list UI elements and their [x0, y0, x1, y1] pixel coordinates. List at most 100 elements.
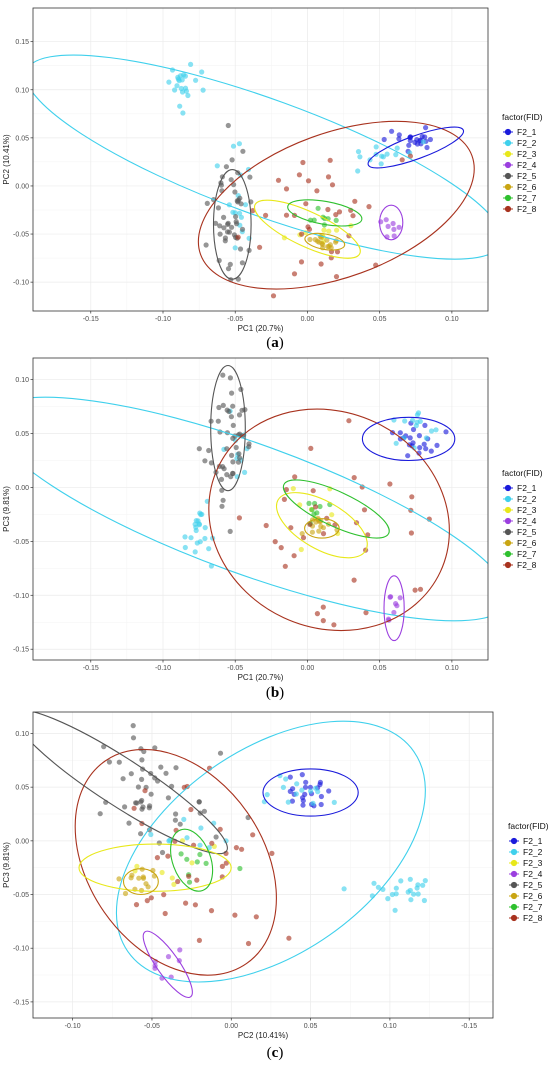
point-F2_2 — [393, 885, 399, 891]
point-F2_8 — [253, 914, 259, 920]
point-F2_8 — [282, 563, 288, 569]
x-axis-label: PC1 (20.7%) — [238, 673, 284, 682]
point-F2_2 — [172, 87, 178, 93]
legend-label-F2_4: F2_4 — [517, 516, 537, 526]
point-F2_1 — [300, 795, 306, 801]
point-F2_5 — [139, 806, 145, 812]
point-F2_1 — [318, 793, 324, 800]
point-F2_1 — [443, 429, 449, 435]
point-F2_2 — [331, 799, 337, 806]
point-F2_1 — [423, 125, 429, 131]
point-F2_2 — [414, 419, 420, 425]
legend-label-F2_6: F2_6 — [517, 538, 537, 548]
point-F2_1 — [381, 136, 387, 143]
point-F2_3 — [171, 881, 177, 888]
legend-key-F2_2 — [504, 139, 512, 147]
point-F2_8 — [186, 873, 192, 879]
point-F2_6 — [122, 890, 129, 897]
point-F2_5 — [120, 776, 126, 782]
x-axis-label: PC2 (10.41%) — [238, 1031, 289, 1040]
point-F2_7 — [311, 511, 317, 517]
point-F2_5 — [227, 261, 233, 267]
point-F2_7 — [306, 500, 312, 506]
point-F2_5 — [148, 791, 154, 797]
point-F2_4 — [383, 217, 389, 223]
legend-key-F2_1 — [504, 484, 512, 492]
point-F2_5 — [227, 375, 233, 381]
point-F2_8 — [314, 611, 320, 617]
y-tick-label: -0.10 — [13, 280, 29, 287]
point-F2_5 — [134, 800, 140, 806]
point-F2_2 — [181, 816, 187, 823]
point-F2_2 — [299, 787, 305, 793]
point-F2_2 — [214, 163, 220, 169]
point-F2_2 — [410, 417, 416, 423]
point-F2_8 — [336, 209, 343, 215]
x-tick-label: -0.10 — [155, 316, 171, 323]
x-tick-label: 0.10 — [383, 1023, 397, 1030]
point-F2_2 — [393, 152, 399, 158]
point-F2_8 — [263, 522, 269, 529]
point-F2_4 — [177, 947, 183, 953]
point-F2_5 — [226, 408, 232, 415]
point-F2_5 — [229, 157, 235, 163]
point-F2_5 — [208, 460, 214, 466]
point-F2_5 — [156, 840, 162, 846]
point-F2_8 — [269, 850, 275, 857]
point-F2_5 — [229, 224, 235, 230]
legend-key-F2_3 — [504, 150, 512, 158]
y-tick-label: 0.00 — [15, 485, 29, 492]
legend-label-F2_2: F2_2 — [517, 494, 537, 504]
x-tick-label: 0.10 — [445, 316, 459, 323]
point-F2_1 — [407, 435, 413, 441]
y-tick-label: -0.15 — [13, 647, 29, 654]
point-F2_3 — [189, 860, 195, 866]
point-F2_2 — [192, 549, 198, 555]
point-F2_8 — [209, 840, 215, 846]
point-F2_2 — [199, 69, 205, 75]
point-F2_5 — [128, 771, 134, 777]
point-F2_2 — [378, 161, 384, 167]
point-F2_1 — [307, 784, 313, 790]
legend-title: factor(FID) — [502, 468, 543, 478]
point-F2_2 — [188, 61, 194, 67]
y-tick-label: 0.05 — [15, 135, 29, 142]
legend-title: factor(FID) — [508, 821, 549, 831]
point-F2_5 — [218, 476, 225, 482]
ellipse-F2_1 — [361, 416, 456, 462]
point-F2_8 — [305, 178, 312, 184]
legend-key-F2_1 — [504, 128, 512, 136]
point-F2_8 — [142, 788, 148, 794]
ellipses — [33, 712, 426, 998]
point-F2_8 — [320, 618, 326, 624]
point-F2_5 — [233, 214, 239, 220]
point-F2_5 — [215, 205, 221, 211]
point-F2_2 — [237, 210, 243, 216]
plot-area — [33, 8, 488, 311]
legend-label-F2_4: F2_4 — [523, 869, 543, 879]
point-F2_8 — [217, 826, 223, 832]
point-F2_8 — [239, 846, 245, 852]
ellipse-F2_5 — [210, 364, 246, 492]
point-F2_2 — [184, 835, 190, 841]
legend-key-F2_1 — [510, 837, 518, 845]
legend-key-F2_5 — [510, 881, 518, 889]
point-F2_2 — [177, 103, 183, 109]
legend-label-F2_4: F2_4 — [517, 160, 537, 170]
point-F2_7 — [333, 217, 339, 223]
point-F2_1 — [303, 779, 309, 785]
point-F2_4 — [385, 223, 391, 229]
point-F2_5 — [147, 803, 153, 809]
point-F2_5 — [247, 174, 253, 180]
point-F2_5 — [226, 229, 232, 235]
point-F2_2 — [193, 77, 199, 83]
legend-label-F2_8: F2_8 — [523, 913, 543, 923]
point-F2_4 — [391, 233, 397, 239]
point-F2_8 — [270, 293, 277, 299]
point-F2_2 — [308, 788, 314, 794]
point-F2_3 — [334, 227, 340, 233]
point-F2_8 — [352, 198, 358, 204]
chart-panel-c: -0.10 -0.05 0.00 0.05 0.10 -0.15 -0.15 -0.10 -0.… — [2, 711, 549, 1061]
ellipse-F2_1 — [262, 768, 359, 817]
x-tick-label: -0.10 — [155, 665, 171, 672]
